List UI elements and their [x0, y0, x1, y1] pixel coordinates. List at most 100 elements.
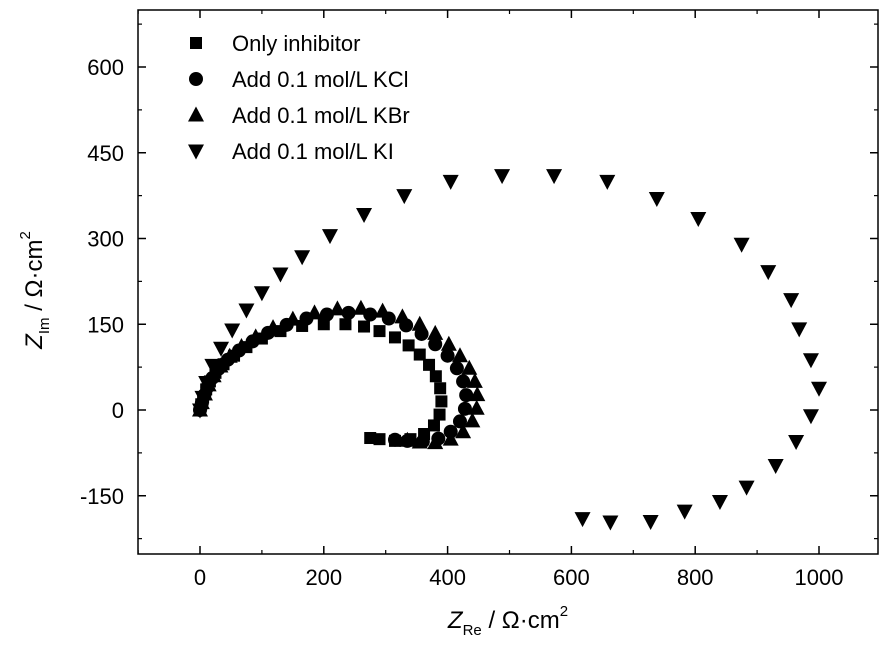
data-point-circle	[387, 432, 402, 447]
y-tick-label: 150	[87, 312, 124, 337]
y-tick-label: 300	[87, 227, 124, 252]
data-point-triangle-down	[192, 403, 208, 419]
data-point-triangle-down	[602, 515, 619, 531]
legend-marker-triangle-up	[188, 106, 204, 122]
x-tick-label: 1000	[795, 565, 844, 590]
y-tick-label: 0	[112, 398, 124, 423]
data-point-square	[339, 318, 352, 331]
data-point-triangle-up	[442, 430, 459, 446]
data-point-square	[358, 320, 371, 333]
legend: Only inhibitor Add 0.1 mol/L KCl Add 0.1 m…	[188, 31, 410, 164]
data-point-triangle-down	[442, 174, 459, 190]
y-tick-label: 600	[87, 55, 124, 80]
data-point-triangle-up	[455, 423, 472, 439]
data-point-square	[413, 348, 426, 361]
data-point-circle	[319, 307, 334, 322]
x-axis-label: ZRe / Ω·cm2	[447, 603, 568, 639]
data-point-square	[423, 358, 436, 371]
data-point-triangle-down	[760, 265, 777, 281]
data-point-square	[402, 339, 415, 352]
data-point-triangle-down	[738, 480, 755, 496]
legend-item: Add 0.1 mol/L KCl	[189, 67, 409, 92]
data-point-square	[427, 419, 440, 432]
data-point-triangle-down	[690, 211, 707, 227]
data-point-circle	[440, 348, 455, 363]
data-point-triangle-down	[711, 494, 728, 510]
data-point-triangle-down	[811, 381, 827, 397]
data-point-triangle-down	[802, 353, 819, 369]
legend-label: Only inhibitor	[232, 31, 360, 56]
data-point-triangle-up	[212, 357, 229, 373]
data-point-circle	[459, 388, 474, 403]
data-point-triangle-down	[294, 250, 311, 266]
x-tick-label: 600	[553, 565, 590, 590]
data-point-triangle-down	[546, 169, 563, 185]
data-point-triangle-up	[440, 335, 457, 351]
x-tick-label: 0	[194, 565, 206, 590]
legend-marker-circle	[189, 72, 203, 86]
y-tick-label: -150	[80, 484, 124, 509]
data-point-triangle-up	[466, 372, 483, 388]
legend-marker-square	[190, 37, 202, 49]
tick-labels: 0 200 400 600 800 1000 -150 0 150 300 450 600	[80, 55, 844, 590]
data-point-square	[429, 370, 442, 383]
data-point-triangle-down	[648, 191, 665, 207]
data-point-triangle-down	[321, 229, 338, 245]
data-point-triangle-down	[791, 322, 808, 338]
legend-label: Add 0.1 mol/L KI	[232, 139, 394, 164]
series-triangle-down	[192, 169, 827, 531]
data-point-triangle-up	[221, 347, 238, 363]
data-point-square	[433, 408, 446, 421]
legend-item: Add 0.1 mol/L KI	[188, 139, 394, 164]
data-point-triangle-down	[204, 358, 221, 374]
data-point-triangle-down	[676, 504, 693, 520]
data-point-triangle-down	[194, 390, 211, 406]
data-point-triangle-up	[329, 300, 346, 316]
axis-ticks	[137, 10, 878, 554]
data-point-triangle-down	[396, 189, 413, 205]
data-point-triangle-down	[599, 174, 616, 190]
y-axis-label: ZIm / Ω·cm2	[17, 231, 53, 350]
data-point-triangle-down	[198, 376, 215, 392]
data-point-triangle-down	[253, 286, 270, 302]
data-point-triangle-up	[469, 386, 486, 402]
data-point-triangle-down	[788, 434, 805, 450]
data-point-square	[373, 433, 386, 446]
data-point-square	[434, 382, 447, 395]
legend-label: Add 0.1 mol/L KCl	[232, 67, 409, 92]
data-point-triangle-up	[399, 431, 416, 447]
data-point-triangle-up	[411, 315, 428, 331]
data-point-square	[388, 331, 401, 344]
data-point-triangle-up	[306, 304, 323, 320]
data-point-circle	[341, 305, 356, 320]
legend-item: Only inhibitor	[190, 31, 360, 56]
x-tick-label: 800	[677, 565, 714, 590]
data-point-circle	[456, 374, 471, 389]
data-point-triangle-down	[238, 303, 255, 319]
y-tick-label: 450	[87, 141, 124, 166]
data-point-square	[373, 325, 386, 338]
data-point-triangle-up	[451, 347, 468, 363]
legend-item: Add 0.1 mol/L KBr	[188, 103, 410, 128]
data-point-triangle-down	[574, 512, 591, 528]
x-tick-label: 200	[305, 565, 342, 590]
data-point-triangle-up	[247, 328, 264, 344]
plot-frame	[137, 9, 879, 555]
data-point-triangle-up	[427, 324, 444, 340]
legend-label: Add 0.1 mol/L KBr	[232, 103, 410, 128]
data-point-triangle-down	[783, 293, 800, 309]
data-point-triangle-up	[233, 338, 250, 354]
legend-marker-triangle-down	[188, 144, 204, 160]
data-point-triangle-down	[356, 207, 373, 223]
data-point-circle	[457, 401, 472, 416]
data-point-triangle-down	[733, 237, 750, 253]
data-point-triangle-up	[265, 319, 282, 335]
data-point-triangle-up	[468, 399, 485, 415]
data-point-square	[364, 432, 377, 445]
data-point-triangle-down	[272, 267, 289, 283]
x-tick-label: 400	[429, 565, 466, 590]
data-point-circle	[428, 337, 443, 352]
data-point-triangle-up	[464, 412, 481, 428]
data-point-triangle-down	[213, 341, 230, 357]
